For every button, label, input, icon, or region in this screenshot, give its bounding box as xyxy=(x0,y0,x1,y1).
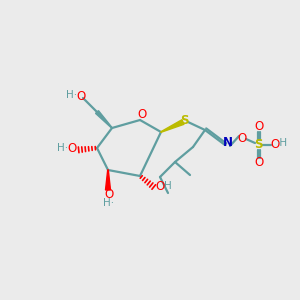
Text: O: O xyxy=(104,188,114,200)
Text: O: O xyxy=(155,181,165,194)
Text: ·H: ·H xyxy=(276,138,288,148)
Polygon shape xyxy=(95,111,112,128)
Text: O: O xyxy=(237,131,247,145)
Text: O: O xyxy=(254,121,264,134)
Text: O: O xyxy=(137,109,147,122)
Text: H: H xyxy=(164,181,172,191)
Text: H·: H· xyxy=(103,198,115,208)
Polygon shape xyxy=(161,120,184,132)
Text: N: N xyxy=(223,136,233,149)
Text: S: S xyxy=(254,139,262,152)
Text: O: O xyxy=(68,142,76,155)
Text: S: S xyxy=(180,115,188,128)
Text: O: O xyxy=(76,89,85,103)
Text: H·: H· xyxy=(66,90,78,100)
Text: O: O xyxy=(270,137,280,151)
Text: O: O xyxy=(254,157,264,169)
Text: H·: H· xyxy=(57,143,69,153)
Polygon shape xyxy=(106,170,110,190)
